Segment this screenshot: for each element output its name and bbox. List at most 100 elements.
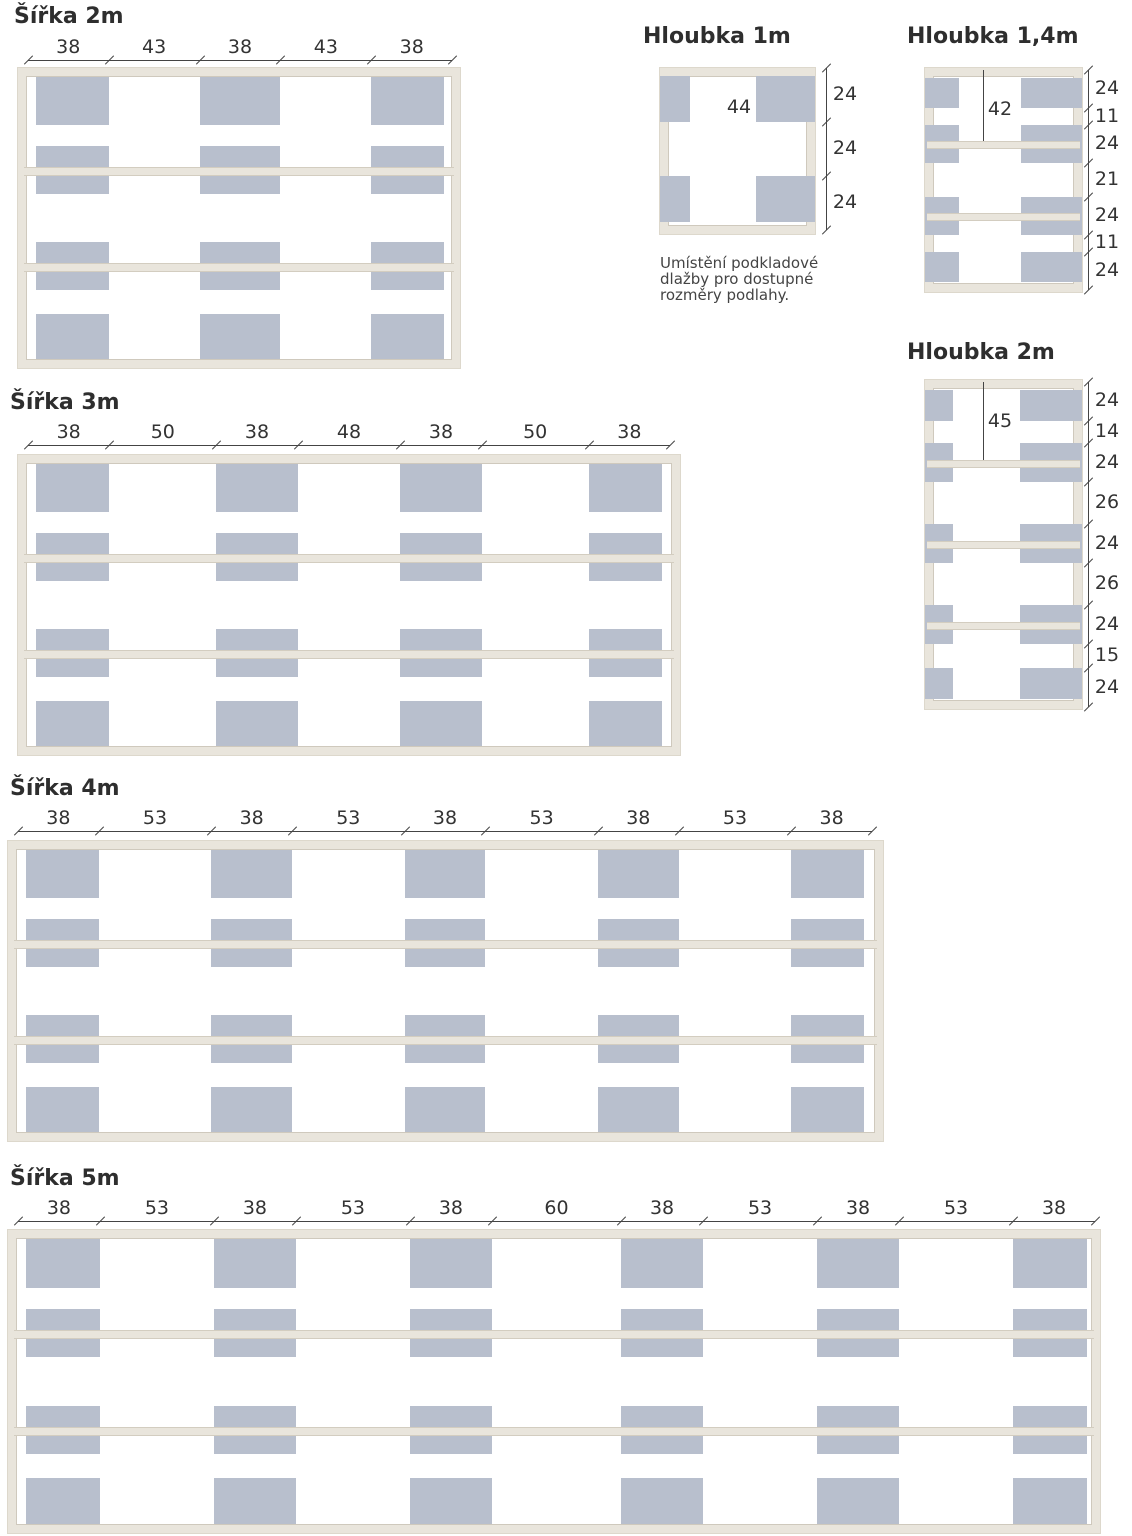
joist-rail bbox=[927, 141, 1080, 150]
dimension-label: 53 bbox=[747, 1197, 773, 1219]
paving-tile bbox=[817, 1478, 899, 1524]
dimension-label: 21 bbox=[1094, 168, 1120, 190]
dimension-label: 38 bbox=[649, 1197, 675, 1219]
paving-tile bbox=[1020, 668, 1082, 699]
dimension-label: 24 bbox=[1094, 76, 1120, 99]
dimension-label: 24 bbox=[1094, 132, 1120, 155]
dimension-label: 53 bbox=[529, 807, 554, 829]
paving-tile bbox=[404, 1087, 486, 1132]
dimension-label: 53 bbox=[144, 1197, 170, 1219]
floor-frame bbox=[18, 455, 680, 755]
joist-rail bbox=[24, 263, 454, 272]
joist-rail bbox=[14, 1036, 877, 1045]
dimension-label: 24 bbox=[1094, 389, 1120, 412]
dimension-label: 38 bbox=[428, 421, 454, 443]
paving-tile bbox=[410, 1478, 492, 1524]
paving-tile bbox=[371, 77, 444, 125]
paving-tile bbox=[36, 77, 109, 125]
paving-tile bbox=[1021, 78, 1082, 108]
dimension-label: 24 bbox=[832, 137, 858, 159]
paving-tile bbox=[199, 314, 281, 359]
dimension-label: 38 bbox=[432, 807, 458, 829]
inner-dimension-label: 45 bbox=[987, 410, 1013, 432]
dimension-label: 38 bbox=[46, 807, 71, 829]
dimension-label: 11 bbox=[1094, 104, 1120, 127]
dimension-label: 38 bbox=[56, 421, 81, 443]
dimension-label: 24 bbox=[832, 191, 858, 213]
paving-tile bbox=[26, 1478, 100, 1524]
dimension-label: 24 bbox=[832, 83, 858, 105]
paving-tile bbox=[925, 78, 959, 108]
plan-title: Hloubka 2m bbox=[907, 340, 1055, 365]
dimension-label: 53 bbox=[943, 1197, 969, 1219]
dimension-label: 50 bbox=[523, 421, 548, 443]
paving-tile bbox=[621, 1478, 703, 1524]
dimension-label: 24 bbox=[1094, 612, 1120, 635]
paving-tile bbox=[216, 464, 298, 512]
joist-rail bbox=[24, 650, 674, 659]
paving-tile bbox=[925, 668, 953, 699]
paving-tile bbox=[26, 1087, 99, 1132]
paving-tile bbox=[791, 850, 864, 898]
paving-tile bbox=[756, 76, 815, 122]
paving-tile bbox=[588, 701, 662, 746]
paving-tile bbox=[1013, 1239, 1087, 1288]
paving-tile bbox=[1013, 1478, 1087, 1524]
joist-rail bbox=[24, 554, 674, 563]
dimension-label: 24 bbox=[1094, 450, 1120, 473]
dimension-label: 38 bbox=[239, 807, 264, 829]
dimension-line bbox=[28, 60, 452, 61]
floor-frame bbox=[8, 1230, 1100, 1533]
paving-tile bbox=[214, 1478, 296, 1524]
dimension-label: 53 bbox=[722, 807, 748, 829]
dimension-line bbox=[18, 831, 872, 832]
paving-tile bbox=[597, 850, 679, 898]
dimension-label: 38 bbox=[399, 36, 424, 58]
caption: Umístění podkladové dlažby pro dostupné … bbox=[660, 254, 819, 304]
paving-tile bbox=[925, 252, 959, 282]
paving-tile bbox=[756, 176, 815, 222]
dimension-label: 50 bbox=[150, 421, 175, 443]
joist-rail bbox=[24, 167, 454, 176]
paving-tile bbox=[925, 390, 953, 421]
dimension-label: 38 bbox=[845, 1197, 871, 1219]
dimension-label: 11 bbox=[1094, 231, 1120, 254]
paving-tile bbox=[410, 1239, 492, 1288]
plan-title: Šířka 5m bbox=[10, 1166, 120, 1191]
paving-tile bbox=[371, 314, 444, 359]
dimension-label: 24 bbox=[1094, 259, 1120, 281]
paving-tile bbox=[36, 464, 110, 512]
plan-title: Hloubka 1m bbox=[643, 24, 791, 49]
joist-rail bbox=[14, 1426, 1094, 1436]
paving-tile bbox=[588, 464, 662, 512]
dimension-label: 38 bbox=[227, 36, 253, 58]
dimension-label: 38 bbox=[244, 421, 270, 443]
paving-tile bbox=[817, 1239, 899, 1288]
dimension-label: 24 bbox=[1094, 203, 1120, 226]
plan-title: Hloubka 1,4m bbox=[907, 24, 1079, 49]
paving-tile bbox=[211, 850, 293, 898]
dimension-label: 24 bbox=[1094, 531, 1120, 554]
inner-dimension-line bbox=[983, 382, 984, 460]
dimension-label: 24 bbox=[1094, 675, 1120, 698]
paving-tile bbox=[660, 76, 690, 122]
joist-rail bbox=[14, 940, 877, 949]
plan-title: Šířka 4m bbox=[10, 776, 120, 801]
paving-tile bbox=[36, 314, 109, 359]
dimension-line bbox=[1088, 70, 1089, 290]
paving-tile bbox=[26, 850, 99, 898]
joist-rail bbox=[927, 540, 1080, 549]
dimension-label: 38 bbox=[1041, 1197, 1067, 1219]
dimension-label: 48 bbox=[336, 421, 362, 443]
dimension-label: 38 bbox=[438, 1197, 464, 1219]
paving-tile bbox=[36, 701, 110, 746]
dimension-label: 38 bbox=[242, 1197, 268, 1219]
dimension-label: 26 bbox=[1094, 491, 1120, 514]
dimension-label: 38 bbox=[617, 421, 642, 443]
joist-rail bbox=[14, 1329, 1094, 1339]
dimension-line bbox=[1088, 382, 1089, 707]
plan-title: Šířka 2m bbox=[14, 4, 124, 29]
paving-tile bbox=[26, 1239, 100, 1288]
joist-rail bbox=[927, 621, 1080, 630]
dimension-label: 53 bbox=[142, 807, 168, 829]
